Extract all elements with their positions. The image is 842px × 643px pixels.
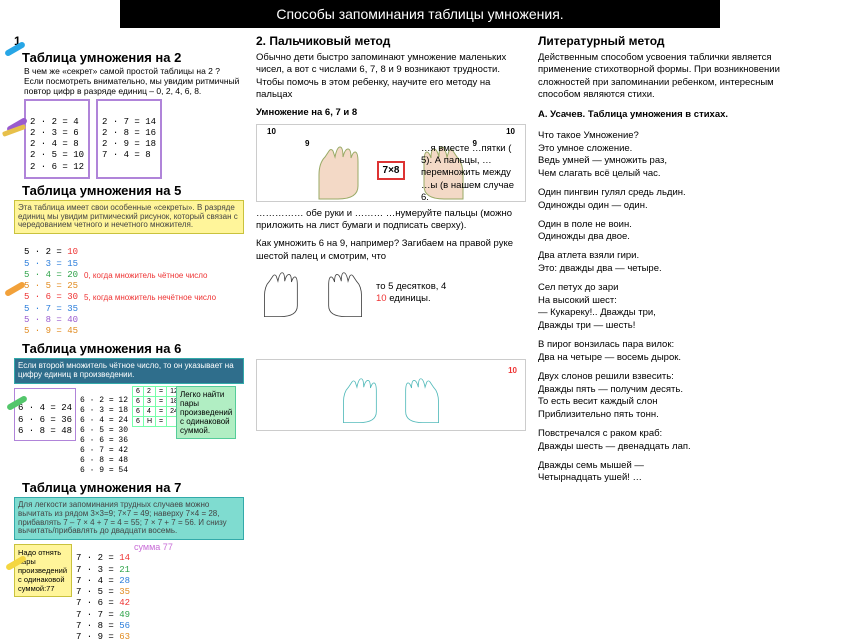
- hand-left-3-icon: [335, 372, 389, 426]
- hand-left-2-icon: [256, 267, 310, 319]
- note-times-2: В чем же «секрет» самой простой таблицы …: [24, 67, 244, 96]
- hint-even: 0, когда множитель чётное число: [84, 271, 216, 281]
- mini-table-6: 62=12 63=18 64=24 6H=: [132, 386, 182, 427]
- title-times-6: Таблица умножения на 6: [22, 341, 244, 356]
- column-left: 1 Таблица умножения на 2 В чем же «секре…: [14, 34, 244, 643]
- finger-p3: …………… обе руки и ……… …нумеруйте пальцы (…: [256, 208, 526, 233]
- num-10-red: 10: [376, 293, 387, 304]
- column-right: Литературный метод Действенным способом …: [538, 34, 818, 643]
- block-times-5: Таблица умножения на 5 Эта таблица имеет…: [14, 183, 244, 338]
- title-times-7: Таблица умножения на 7: [22, 480, 244, 495]
- eqs-7: 7 · 2 = 14 7 · 3 = 21 7 · 4 = 28 7 · 5 =…: [76, 542, 130, 643]
- eqs-2-col2: 2 · 7 = 14 2 · 8 = 16 2 · 9 = 18 7 · 4 =…: [96, 99, 162, 179]
- hint-left-7: Надо отнять пары произведений с одинаков…: [14, 544, 72, 597]
- eqs-6-boxB: 6 · 2 = 12 6 · 3 = 18 6 · 4 = 24 6 · 5 =…: [80, 386, 128, 476]
- column-middle: 2. Пальчиковый метод Обычно дети быстро …: [256, 34, 526, 643]
- literary-title: Литературный метод: [538, 34, 818, 48]
- hand-right-2-icon: [316, 267, 370, 319]
- finger-p4: Как умножить 6 на 9, например? Загибаем …: [256, 238, 526, 263]
- hint-pairs-6: Легко найти пары произведений с одинаков…: [176, 386, 236, 439]
- eqs-2-col1: 2 · 2 = 4 2 · 3 = 6 2 · 4 = 8 2 · 5 = 10…: [24, 99, 90, 179]
- note-times-7: Для легкости запоминания трудных случаев…: [14, 497, 244, 540]
- hand-left-icon: [309, 141, 373, 201]
- finger-method-title: 2. Пальчиковый метод: [256, 34, 526, 48]
- note-times-6: Если второй множитель чётное число, то о…: [14, 358, 244, 384]
- finger-p2: …я вместе …пятки ( 5). А пальцы, …перемн…: [421, 143, 521, 205]
- finger-p1: Обычно дети быстро запоминают умножение …: [256, 52, 526, 101]
- literary-author: А. Усачев. Таблица умножения в стихах.: [538, 109, 818, 121]
- sum-77: сумма 77: [134, 542, 173, 552]
- finger-h1: Умножение на 6, 7 и 8: [256, 107, 526, 119]
- finger-p5a: то 5 десятков, 4: [376, 281, 446, 292]
- hint-odd: 5, когда множитель нечётное число: [84, 293, 216, 303]
- block-times-2: Таблица умножения на 2 В чем же «секрет»…: [14, 50, 244, 179]
- finger-p5b: единицы.: [389, 293, 430, 304]
- product-box: 7×8: [377, 161, 406, 180]
- eqs-5: 5 · 2 = 10 5 · 3 = 15 5 · 4 = 20 5 · 5 =…: [24, 236, 78, 337]
- page-title: Способы запоминания таблицы умножения.: [120, 0, 720, 28]
- poem: Что такое Умножение? Это умное сложение.…: [538, 130, 818, 486]
- block-times-7: Таблица умножения на 7 Для легкости запо…: [14, 480, 244, 643]
- title-times-5: Таблица умножения на 5: [22, 183, 244, 198]
- hand-right-3-icon: [393, 372, 447, 426]
- block-times-6: Таблица умножения на 6 Если второй множи…: [14, 341, 244, 476]
- title-times-2: Таблица умножения на 2: [22, 50, 244, 65]
- note-times-5: Эта таблица имеет свои особенные «секрет…: [14, 200, 244, 234]
- literary-intro: Действенным способом усвоения таблички я…: [538, 52, 818, 101]
